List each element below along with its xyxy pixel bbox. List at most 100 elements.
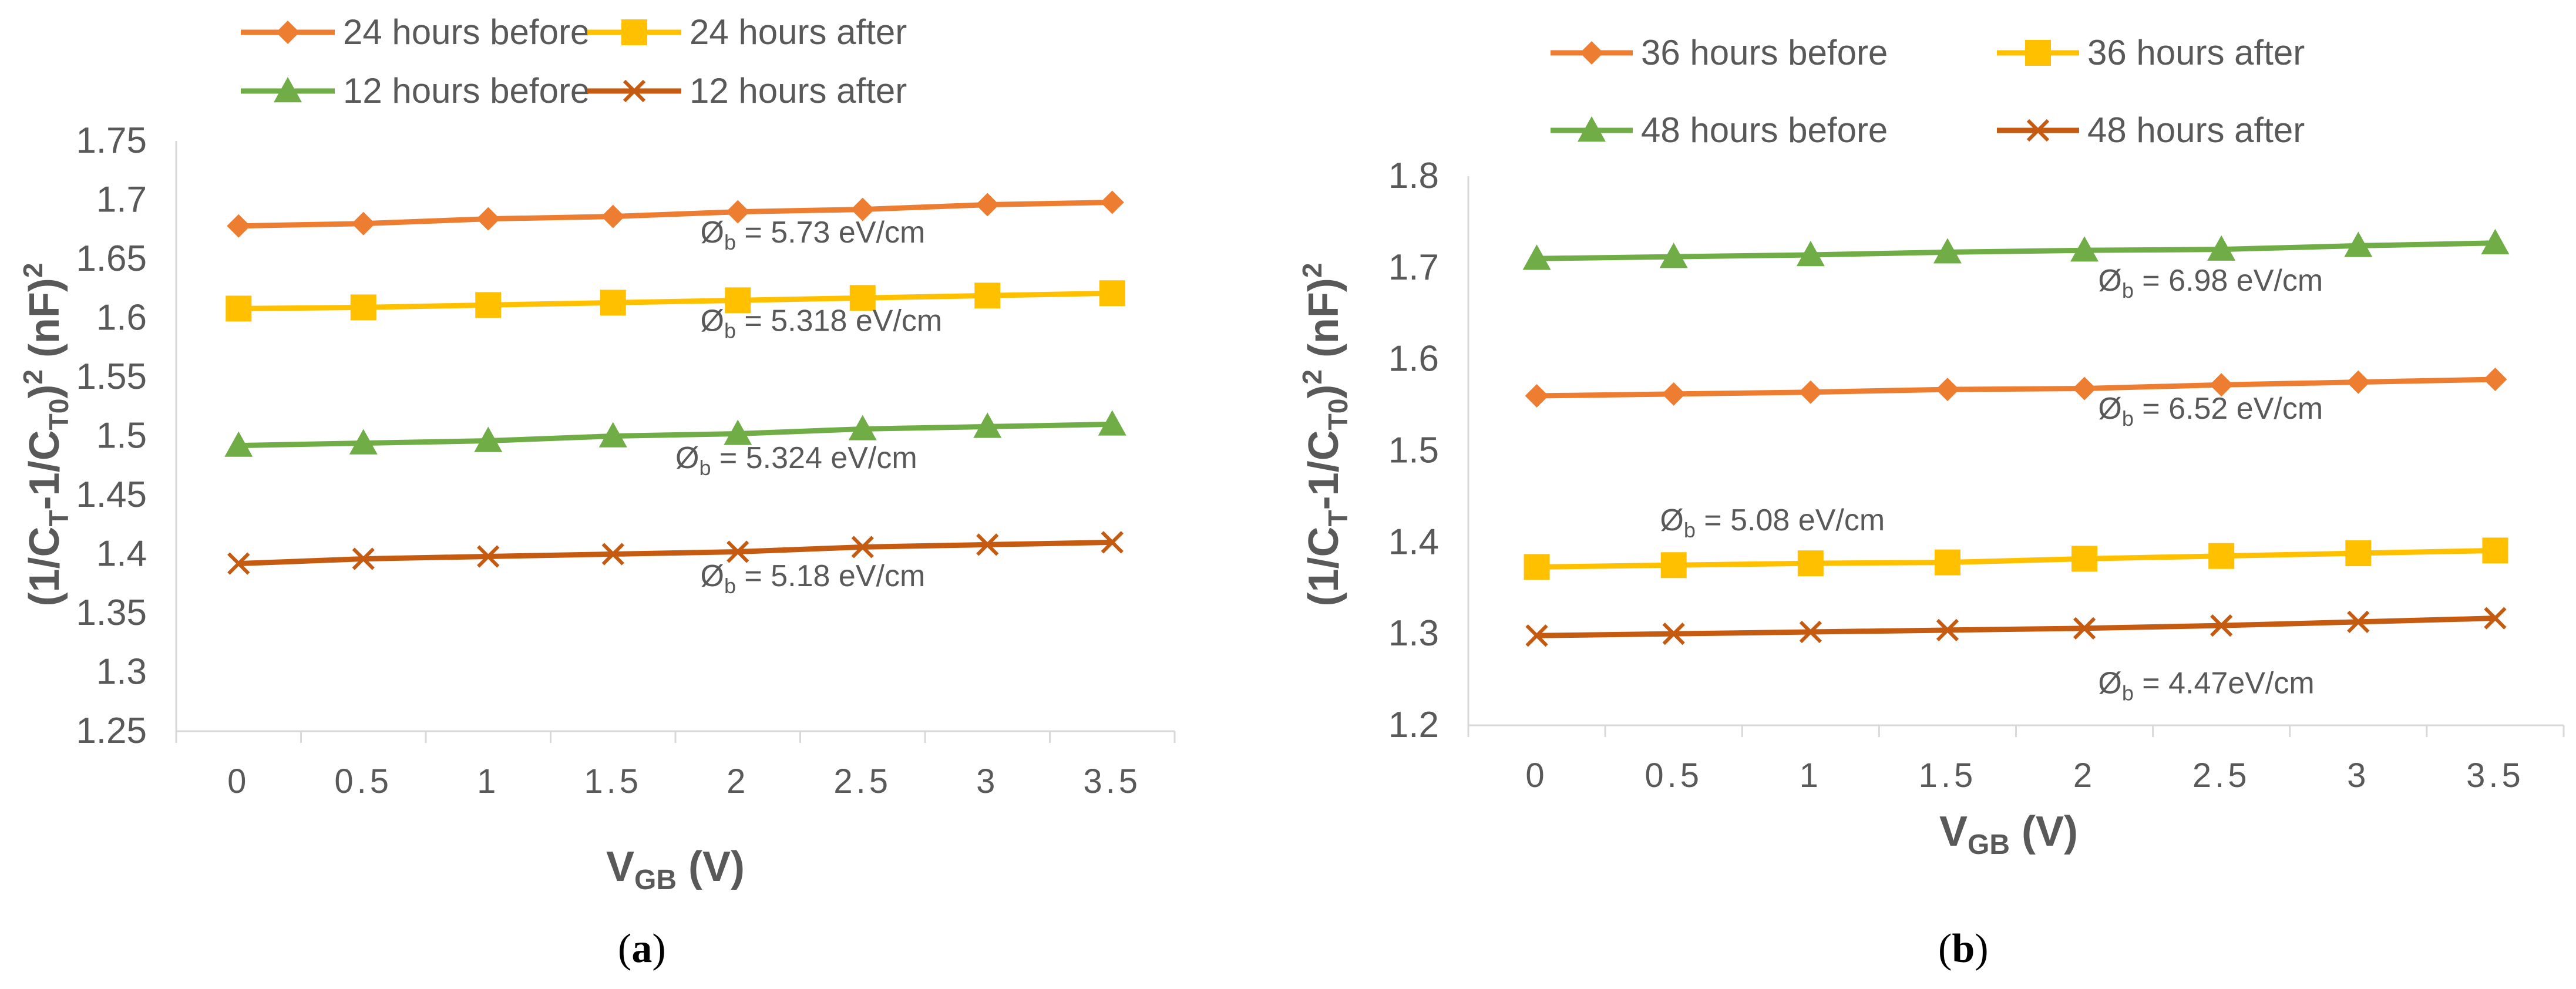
x-tick-label: 1.5 (1919, 756, 1977, 795)
data-point (476, 207, 500, 231)
data-point (726, 200, 750, 224)
x-tick-label: 1.5 (584, 762, 642, 800)
x-axis-title: VGB (V) (606, 843, 745, 896)
x-tick-label: 3.5 (2466, 756, 2524, 795)
data-point (1936, 618, 1959, 642)
legend-label: 48 hours after (2087, 110, 2305, 150)
barrier-height-annotation: Øb = 5.18 eV/cm (701, 559, 926, 598)
data-point (349, 429, 378, 455)
x-tick-label: 2.5 (833, 762, 892, 800)
x-tick-label: 0 (1525, 756, 1548, 795)
legend-entry: 48 hours before (1551, 110, 1888, 150)
y-tick-label: 1.7 (96, 180, 147, 220)
data-point (475, 292, 502, 318)
y-tick-label: 1.55 (76, 356, 147, 397)
legend-label: 12 hours before (343, 71, 590, 110)
data-point (2073, 376, 2097, 401)
x-axis-title: VGB (V) (1939, 808, 2078, 860)
legend-label: 36 hours after (2087, 33, 2305, 72)
barrier-height-annotation: Øb = 5.73 eV/cm (701, 216, 926, 254)
x-tick-label: 2 (727, 762, 749, 800)
y-axis-title: (1/CT-1/CT0)2 (nF)2 (1297, 263, 1353, 607)
data-point (1934, 549, 1960, 576)
series-24-hours-after (226, 280, 1125, 322)
series-12-hours-after (227, 531, 1124, 575)
series-line (1536, 240, 2496, 261)
x-tick-label: 3.5 (1083, 762, 1141, 800)
x-tick-label: 0.5 (1645, 756, 1703, 795)
data-point (477, 545, 500, 568)
data-point (1935, 378, 1959, 402)
series-36-hours-before (1525, 367, 2507, 408)
panel-label: (a) (618, 926, 666, 971)
series-12-hours-before (224, 410, 1126, 457)
data-point (601, 204, 625, 228)
y-tick-label: 1.2 (1388, 705, 1439, 745)
data-point (227, 214, 251, 238)
x-tick-label: 1 (477, 762, 499, 800)
data-point (2482, 537, 2508, 564)
series-24-hours-before (227, 190, 1124, 238)
data-point (1659, 243, 1688, 268)
data-point (976, 193, 1000, 217)
data-point (600, 290, 626, 316)
data-point (1525, 624, 1548, 647)
x-tick-label: 3 (2347, 756, 2369, 795)
data-point (849, 285, 876, 311)
data-point (352, 547, 375, 570)
y-tick-label: 1.25 (76, 711, 147, 751)
legend-entry: 36 hours before (1551, 33, 1888, 72)
data-point (2346, 370, 2370, 394)
y-axis-title: (1/CT-1/CT0)2 (nF)2 (18, 263, 74, 607)
barrier-height-annotation: Øb = 6.98 eV/cm (2098, 264, 2323, 302)
barrier-height-annotation: Øb = 6.52 eV/cm (2098, 392, 2323, 430)
legend-entry: 36 hours after (1997, 33, 2305, 72)
data-point (1933, 238, 1962, 264)
data-point (1798, 380, 1822, 404)
panel-label: (b) (1938, 926, 1989, 971)
data-point (227, 552, 250, 575)
barrier-height-annotation: Øb = 5.08 eV/cm (1660, 503, 1885, 542)
y-tick-label: 1.6 (1388, 339, 1439, 379)
data-point (725, 287, 751, 314)
data-point (2073, 617, 2096, 640)
data-point (974, 282, 1001, 309)
y-tick-label: 1.35 (76, 593, 147, 633)
legend-label: 24 hours before (343, 12, 590, 52)
series-48-hours-after (1525, 607, 2507, 647)
legend-entry: 12 hours before (241, 71, 590, 110)
x-tick-label: 2 (2073, 756, 2096, 795)
data-point (724, 419, 752, 445)
data-point (1660, 552, 1687, 578)
series-48-hours-before (1522, 228, 2510, 270)
legend-marker (2026, 119, 2050, 142)
data-point (226, 295, 252, 322)
data-point (2070, 236, 2099, 262)
series-line (238, 290, 1112, 311)
y-tick-label: 1.5 (1388, 430, 1439, 471)
data-point (1098, 410, 1126, 436)
barrier-height-annotation: Øb = 5.318 eV/cm (701, 304, 943, 343)
y-tick-label: 1.3 (1388, 613, 1439, 654)
data-point (351, 211, 375, 236)
y-tick-label: 1.4 (1388, 522, 1439, 562)
data-point (848, 415, 877, 440)
chart-panel-a: 1.25 1.3 1.35 1.4 1.45 1.5 1.55 1.6 1.65 1.7 1.75 0… (18, 12, 1176, 971)
legend-entry: 24 hours before (241, 12, 590, 52)
data-point (2207, 235, 2236, 261)
legend-marker (621, 19, 647, 45)
data-point (474, 426, 503, 452)
barrier-height-annotation: Øb = 5.324 eV/cm (675, 441, 917, 480)
y-tick-label: 1.4 (96, 534, 147, 574)
data-point (1662, 623, 1685, 645)
series-line (1536, 376, 2496, 399)
data-point (2071, 546, 2098, 572)
series-line (238, 200, 1112, 229)
y-tick-label: 1.75 (76, 120, 147, 161)
legend-label: 24 hours after (690, 12, 907, 52)
data-point (973, 412, 1002, 438)
data-point (851, 536, 874, 559)
chart-panel-b: 1.2 1.3 1.4 1.5 1.6 1.7 1.8 0 0.5 1 1.5 2 2.5 3 3.5 VGB… (1297, 33, 2565, 971)
data-point (2483, 367, 2507, 391)
